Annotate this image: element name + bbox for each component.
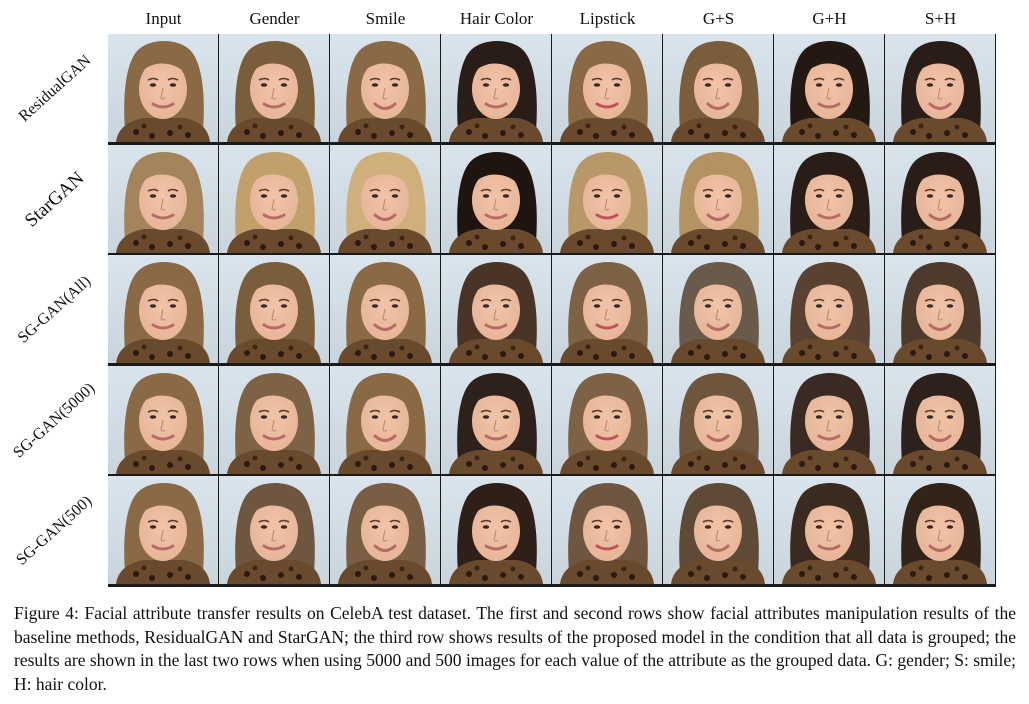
face-image-1-7 bbox=[885, 144, 995, 253]
face-image-0-3 bbox=[441, 34, 551, 142]
face-image-3-7 bbox=[885, 365, 995, 474]
image-grid bbox=[108, 34, 996, 587]
face-image-0-0 bbox=[108, 34, 218, 142]
column-header: Smile bbox=[365, 9, 406, 28]
row-label: SG-GAN(500) bbox=[0, 476, 110, 586]
face-image-2-7 bbox=[885, 255, 995, 364]
face-image-4-5 bbox=[663, 476, 773, 585]
column-header: Lipstick bbox=[579, 9, 636, 28]
face-image-2-2 bbox=[330, 255, 440, 364]
face-image-4-2 bbox=[330, 476, 440, 585]
face-image-3-4 bbox=[552, 365, 662, 474]
row-label-text: ResidualGAN bbox=[15, 51, 95, 126]
face-image-0-1 bbox=[219, 34, 329, 142]
face-image-3-3 bbox=[441, 365, 551, 474]
face-image-1-2 bbox=[330, 144, 440, 253]
face-image-4-1 bbox=[219, 476, 329, 585]
column-header: G+H bbox=[812, 9, 847, 28]
face-image-2-5 bbox=[663, 255, 773, 364]
column-header: G+S bbox=[702, 9, 735, 28]
face-image-1-4 bbox=[552, 144, 662, 253]
face-image-0-4 bbox=[552, 34, 662, 142]
face-image-3-0 bbox=[108, 365, 218, 474]
figure-caption: Figure 4: Facial attribute transfer resu… bbox=[14, 603, 1016, 694]
row-label-text: SG-GAN(All) bbox=[14, 272, 95, 347]
row-label: ResidualGAN bbox=[0, 34, 110, 144]
face-image-4-0 bbox=[108, 476, 218, 585]
face-image-2-0 bbox=[108, 255, 218, 364]
row-label: StarGAN bbox=[0, 145, 110, 255]
face-image-3-6 bbox=[774, 365, 884, 474]
face-image-4-4 bbox=[552, 476, 662, 585]
face-image-1-1 bbox=[219, 144, 329, 253]
row-label-text: SG-GAN(5000) bbox=[10, 379, 99, 462]
face-image-4-3 bbox=[441, 476, 551, 585]
face-image-0-7 bbox=[885, 34, 995, 142]
face-image-0-5 bbox=[663, 34, 773, 142]
face-image-3-2 bbox=[330, 365, 440, 474]
face-image-0-2 bbox=[330, 34, 440, 142]
face-image-1-5 bbox=[663, 144, 773, 253]
column-header: Hair Color bbox=[459, 9, 534, 28]
face-image-2-3 bbox=[441, 255, 551, 364]
face-image-2-6 bbox=[774, 255, 884, 364]
face-image-3-1 bbox=[219, 365, 329, 474]
face-image-1-6 bbox=[774, 144, 884, 253]
face-image-0-6 bbox=[774, 34, 884, 142]
face-image-1-3 bbox=[441, 144, 551, 253]
row-label-text: SG-GAN(500) bbox=[13, 492, 96, 570]
row-label: SG-GAN(5000) bbox=[0, 366, 110, 476]
face-image-4-6 bbox=[774, 476, 884, 585]
column-header: Gender bbox=[249, 9, 300, 28]
face-image-4-7 bbox=[885, 476, 995, 585]
face-image-2-4 bbox=[552, 255, 662, 364]
face-image-1-0 bbox=[108, 144, 218, 253]
face-image-2-1 bbox=[219, 255, 329, 364]
row-label: SG-GAN(All) bbox=[0, 255, 110, 365]
column-header: S+H bbox=[924, 9, 957, 28]
column-header: Input bbox=[145, 9, 182, 28]
row-label-text: StarGAN bbox=[20, 167, 89, 232]
face-image-3-5 bbox=[663, 365, 773, 474]
